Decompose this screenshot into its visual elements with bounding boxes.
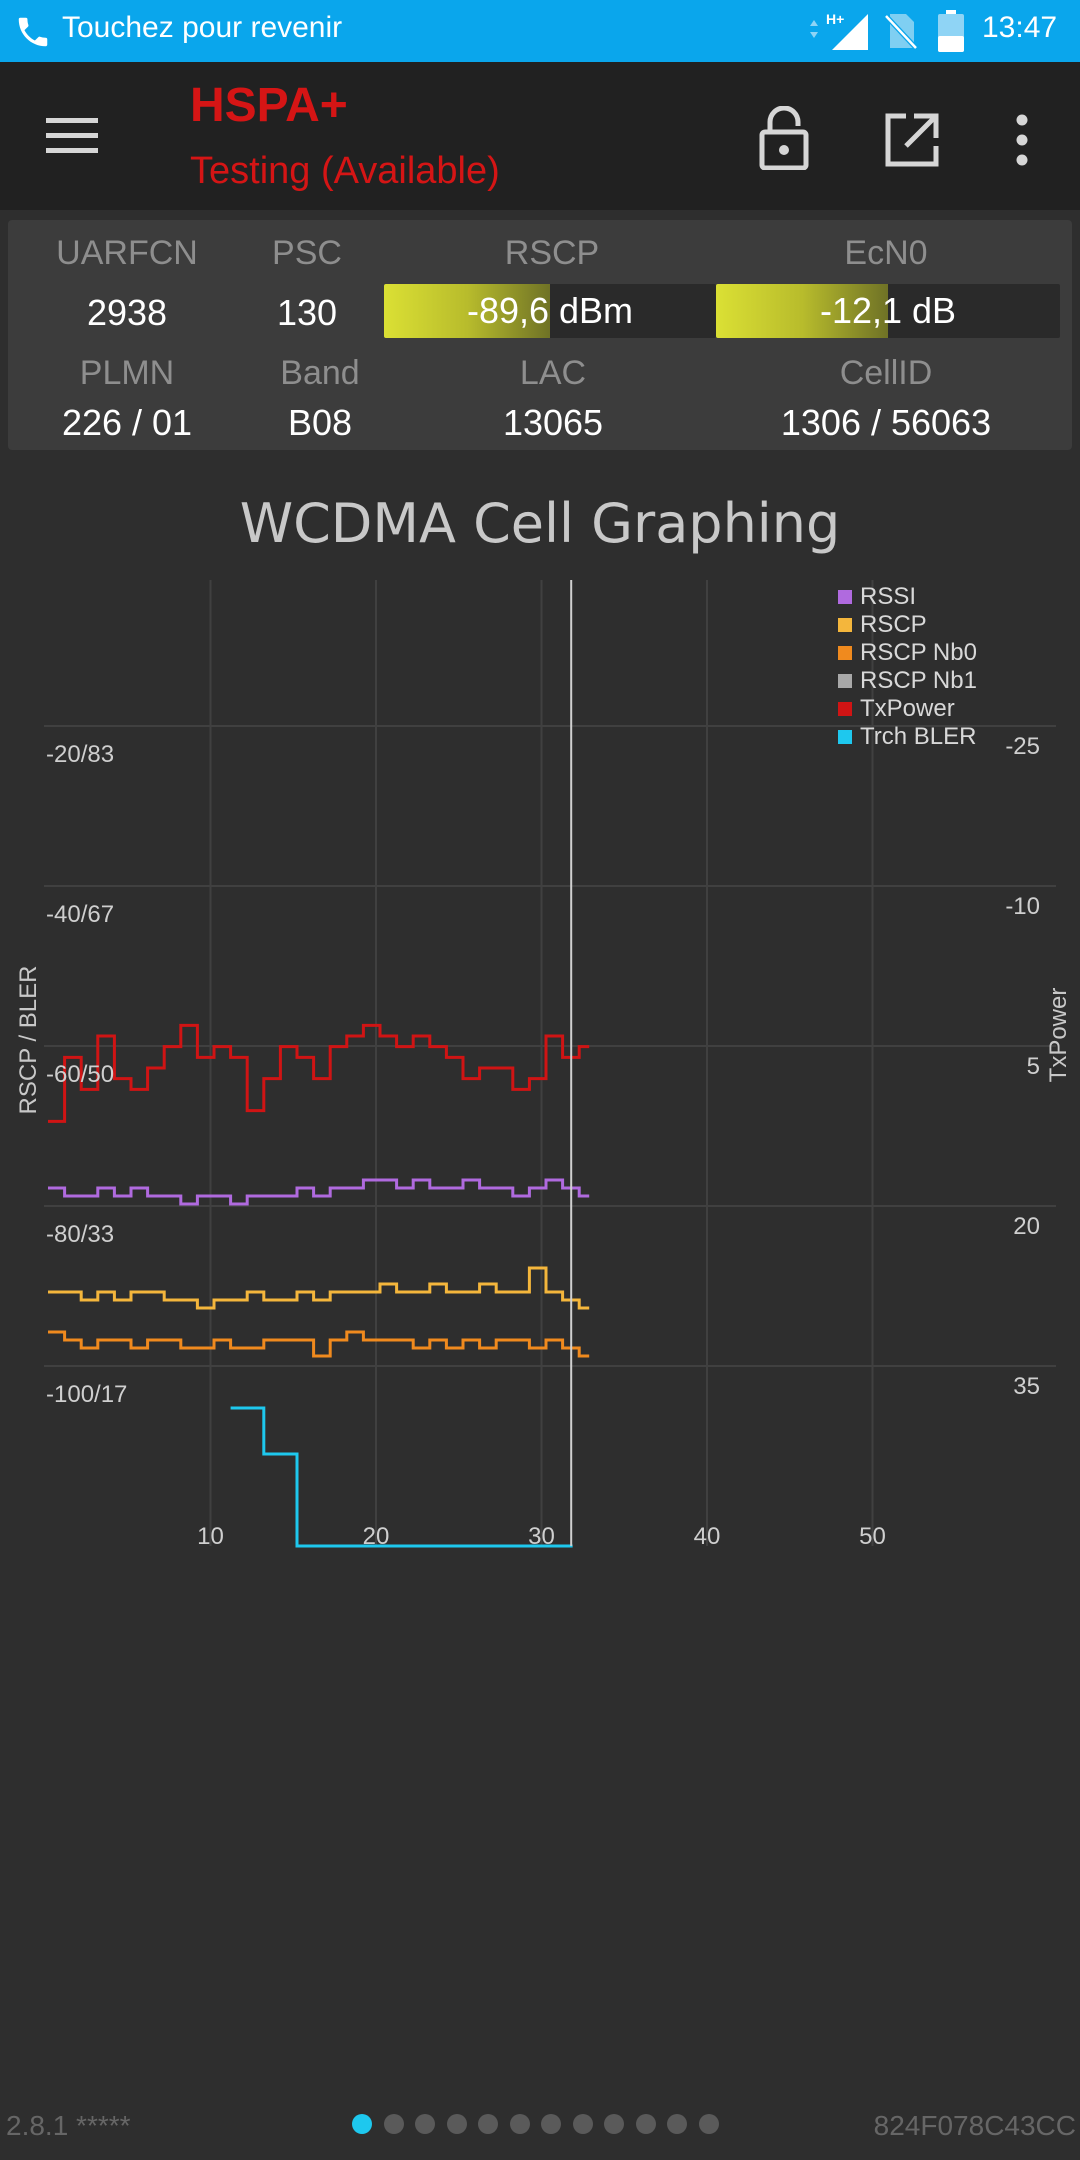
legend-label: TxPower <box>860 695 955 722</box>
network-type-title: HSPA+ <box>190 79 348 132</box>
ecn0-meter-fill <box>716 284 888 338</box>
legend-swatch <box>838 590 852 604</box>
app-version: 2.8.1 ***** <box>6 2110 131 2141</box>
y-tick-label-left: -100/17 <box>46 1381 127 1408</box>
y-tick-label-right: 35 <box>1013 1373 1040 1400</box>
psc-label: PSC <box>272 234 342 272</box>
legend-label: Trch BLER <box>860 723 976 750</box>
chart-series <box>48 1023 590 1548</box>
page-dot[interactable] <box>698 2114 719 2134</box>
more-vert-icon[interactable] <box>1010 112 1034 168</box>
rscp-meter-fill <box>384 284 550 338</box>
uarfcn-label: UARFCN <box>56 234 198 272</box>
rscp-label: RSCP <box>504 234 600 272</box>
right-axis-title: TxPower <box>1045 988 1072 1083</box>
wcdma-cell-chart[interactable]: 10 20 30 40 50 -20/83 -40/67 -60/50 -80/33 -100/1… <box>0 580 1080 1560</box>
page-dot[interactable] <box>635 2114 656 2134</box>
app-toolbar: HSPA+ Testing (Available) <box>0 62 1080 210</box>
clock: 13:47 <box>982 11 1058 44</box>
y-tick-label-right: 20 <box>1013 1213 1040 1240</box>
series-rssi-line <box>48 1178 590 1206</box>
lac-value: 13065 <box>502 402 604 443</box>
ecn0-label: EcN0 <box>844 234 928 272</box>
legend-swatch <box>838 618 852 632</box>
cellid-value: 1306 / 56063 <box>780 402 992 443</box>
return-to-call-text[interactable]: Touchez pour revenir <box>62 11 343 44</box>
legend-label: RSCP Nb1 <box>860 667 977 694</box>
network-status-subtitle: Testing (Available) <box>190 150 500 192</box>
signal-icon: H+ <box>810 11 868 50</box>
open-external-icon[interactable] <box>884 112 940 168</box>
legend-swatch <box>838 646 852 660</box>
chart-ticks: 10 20 30 40 50 -20/83 -40/67 -60/50 -80/33 -100/1… <box>46 733 1040 1550</box>
series-rscp-nb0-line <box>48 1330 590 1358</box>
device-id: 824F078C43CC <box>873 2110 1076 2141</box>
x-tick-label: 40 <box>694 1523 721 1550</box>
x-tick-label: 10 <box>197 1523 224 1550</box>
cell-info-panel: UARFCN PSC RSCP EcN0 2938 130 -89,6 dBm … <box>8 220 1072 450</box>
legend-label: RSCP <box>860 611 927 638</box>
page-dot[interactable] <box>667 2114 687 2134</box>
band-label: Band <box>280 354 360 392</box>
band-value: B08 <box>287 402 353 443</box>
plmn-label: PLMN <box>79 354 175 392</box>
page-dot[interactable] <box>509 2114 530 2134</box>
page-dot[interactable] <box>415 2114 435 2134</box>
uarfcn-value: 2938 <box>86 292 168 333</box>
battery-icon <box>938 10 964 52</box>
y-tick-label-left: -80/33 <box>46 1221 114 1248</box>
y-tick-label-left: -60/50 <box>46 1061 114 1088</box>
page-dot[interactable] <box>572 2114 593 2134</box>
lac-label: LAC <box>519 354 587 392</box>
page-dot[interactable] <box>604 2114 624 2134</box>
phone-icon[interactable] <box>14 13 52 51</box>
y-tick-label-left: -20/83 <box>46 741 114 768</box>
x-tick-label: 20 <box>363 1523 390 1550</box>
legend-swatch <box>838 702 852 716</box>
cellid-label: CellID <box>839 354 933 392</box>
page-dot[interactable] <box>541 2114 561 2134</box>
y-tick-label-right: -25 <box>1005 733 1040 760</box>
chart-grid <box>44 580 1056 1546</box>
page-dot[interactable] <box>446 2114 467 2134</box>
page-dot[interactable] <box>478 2114 498 2134</box>
psc-value: 130 <box>276 292 338 333</box>
plmn-value: 226 / 01 <box>61 402 193 443</box>
y-tick-label-right: -10 <box>1005 893 1040 920</box>
left-axis-title: RSCP / BLER <box>15 966 42 1115</box>
y-tick-label-right: 5 <box>1027 1053 1040 1080</box>
legend-swatch <box>838 674 852 688</box>
chart-title: WCDMA Cell Graphing <box>239 492 841 555</box>
y-tick-label-left: -40/67 <box>46 901 114 928</box>
rscp-value: -89,6 dBm <box>466 290 634 331</box>
menu-icon[interactable] <box>46 116 98 156</box>
page-dot[interactable] <box>352 2114 372 2134</box>
no-sim-icon <box>884 14 918 50</box>
status-bar: Touchez pour revenir H+ 13:47 <box>0 0 1080 62</box>
legend-swatch <box>838 730 852 744</box>
series-trch-bler-line <box>230 1406 573 1548</box>
x-tick-label: 50 <box>859 1523 886 1550</box>
legend-label: RSSI <box>860 583 916 610</box>
svg-text:H+: H+ <box>826 11 844 27</box>
ecn0-meter: -12,1 dB <box>716 284 1060 338</box>
legend-label: RSCP Nb0 <box>860 639 977 666</box>
ecn0-value: -12,1 dB <box>819 290 957 331</box>
lock-icon[interactable] <box>758 106 810 170</box>
page-dot[interactable] <box>383 2114 404 2134</box>
series-rscp-line <box>48 1266 590 1310</box>
series-txpower-line <box>48 1023 590 1123</box>
rscp-meter: -89,6 dBm <box>384 284 716 338</box>
x-tick-label: 30 <box>528 1523 555 1550</box>
